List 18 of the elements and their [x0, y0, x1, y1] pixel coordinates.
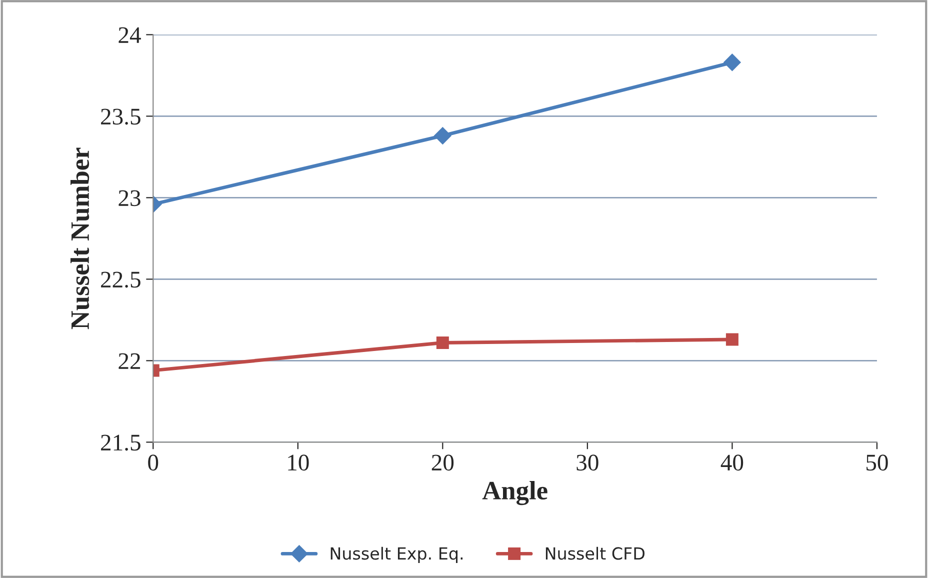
point	[723, 54, 742, 72]
x-axis-title: Angle	[482, 480, 548, 506]
y-tick-label: 23.5	[101, 108, 140, 125]
y-tick-label: 21.5	[101, 434, 140, 451]
legend-label: Nusselt Exp. Eq.	[330, 546, 462, 563]
x-tick-label: 20	[432, 454, 454, 471]
x-tick-label: 50	[866, 454, 888, 471]
legend-label: Nusselt CFD	[546, 546, 644, 560]
y-tick-label: 22.5	[101, 272, 140, 288]
x-tick-label: 40	[720, 454, 744, 471]
y-tick-label: 22	[118, 353, 140, 369]
x-tick-label: 30	[576, 454, 598, 471]
point	[726, 333, 738, 346]
x-tick-label: 0	[148, 454, 158, 471]
y-tick-label: 23	[118, 190, 140, 206]
x-tick-label: 10	[288, 454, 309, 471]
y-axis-title: Nusselt Number	[70, 148, 90, 330]
y-tick-label: 24	[118, 27, 141, 43]
